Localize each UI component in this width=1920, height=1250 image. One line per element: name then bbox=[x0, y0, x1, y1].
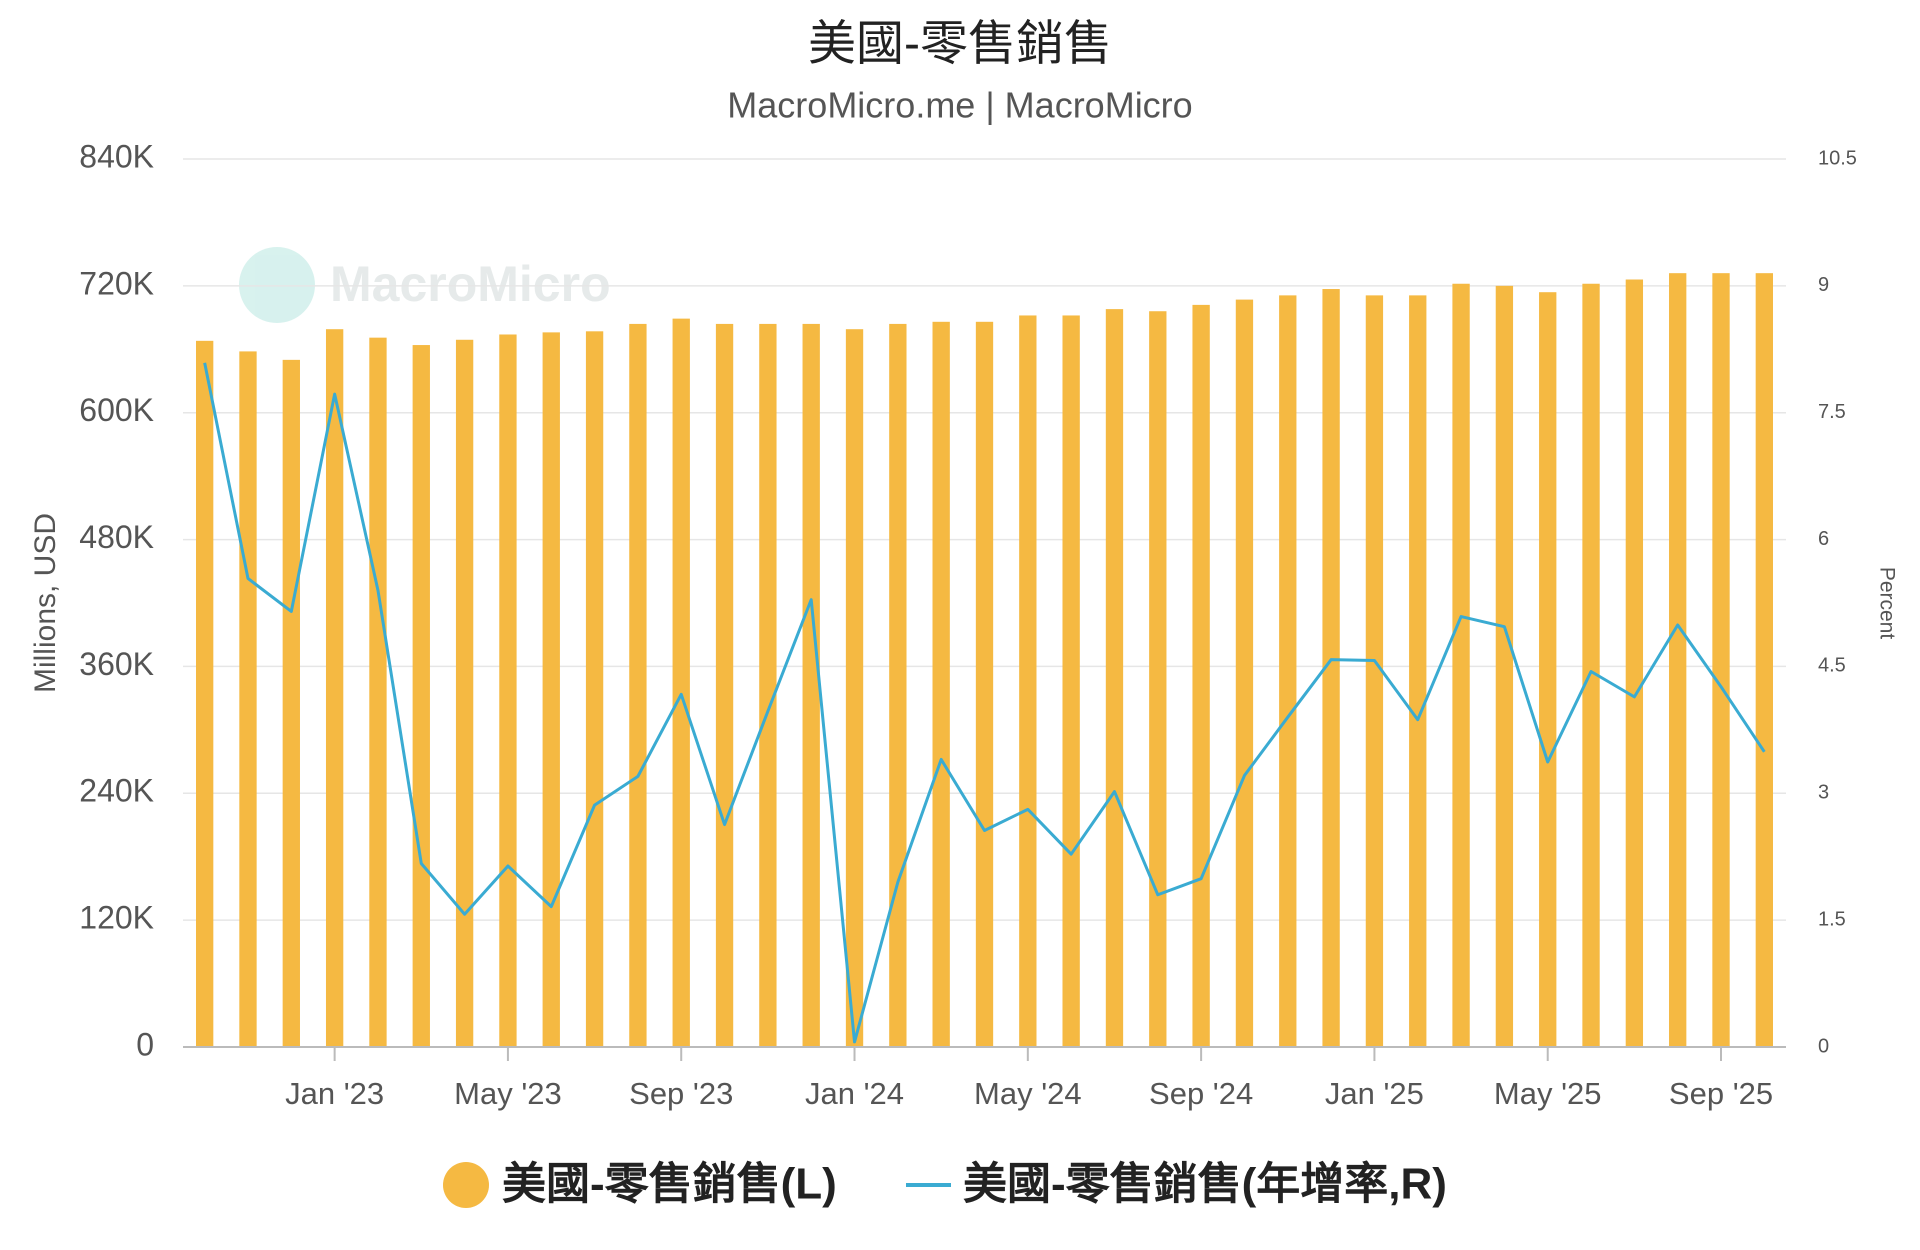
chart-title: 美國-零售銷售 bbox=[808, 18, 1112, 71]
bar bbox=[975, 321, 994, 1047]
bar bbox=[499, 334, 517, 1047]
bar bbox=[802, 323, 820, 1047]
bar bbox=[585, 331, 604, 1047]
bar bbox=[715, 323, 734, 1047]
y2-tick-label: 0 bbox=[1818, 1035, 1829, 1057]
chart-subtitle: MacroMicro.me | MacroMicro bbox=[727, 85, 1192, 126]
bar bbox=[1539, 292, 1557, 1047]
y-tick-label: 600K bbox=[79, 392, 154, 428]
bar bbox=[1409, 295, 1427, 1047]
bar bbox=[542, 332, 560, 1047]
x-tick-label: Jan '24 bbox=[805, 1076, 904, 1111]
bar bbox=[1452, 283, 1470, 1047]
x-tick-label: Sep '25 bbox=[1669, 1076, 1773, 1111]
y-tick-label: 120K bbox=[79, 900, 154, 936]
x-tick-label: Jan '25 bbox=[1325, 1076, 1424, 1111]
bar bbox=[1322, 289, 1340, 1047]
bar bbox=[889, 323, 907, 1047]
x-tick-label: May '23 bbox=[454, 1076, 562, 1111]
y-tick-label: 240K bbox=[79, 773, 154, 809]
bar bbox=[1582, 283, 1600, 1047]
bar bbox=[1712, 273, 1730, 1048]
bar bbox=[629, 323, 647, 1047]
legend-marker bbox=[443, 1162, 489, 1208]
x-tick-label: Jan '23 bbox=[285, 1076, 384, 1111]
y2-tick-label: 9 bbox=[1818, 274, 1829, 296]
bar bbox=[1279, 295, 1297, 1047]
legend-label[interactable]: 美國-零售銷售(L) bbox=[502, 1160, 837, 1209]
bar bbox=[455, 339, 474, 1047]
bar bbox=[1105, 309, 1124, 1048]
bar bbox=[325, 329, 344, 1047]
bar bbox=[195, 340, 214, 1047]
watermark-text: MacroMicro bbox=[330, 256, 611, 312]
bar bbox=[1149, 311, 1167, 1047]
bar bbox=[1495, 285, 1514, 1047]
bar bbox=[845, 329, 864, 1047]
y-tick-label: 360K bbox=[79, 646, 154, 682]
y-tick-label: 840K bbox=[79, 138, 154, 174]
bar bbox=[282, 359, 300, 1047]
bar bbox=[759, 323, 777, 1047]
x-tick-label: Sep '23 bbox=[629, 1076, 733, 1111]
y-tick-label: 0 bbox=[136, 1026, 154, 1062]
y2-tick-label: 7.5 bbox=[1818, 401, 1846, 423]
x-tick-label: May '24 bbox=[974, 1076, 1082, 1111]
bar bbox=[369, 337, 387, 1048]
bar bbox=[1669, 273, 1687, 1048]
y2-axis-title: Percent bbox=[1875, 567, 1898, 640]
y-tick-label: 480K bbox=[79, 519, 154, 555]
y2-tick-label: 6 bbox=[1818, 528, 1829, 550]
line bbox=[203, 362, 1766, 1044]
watermark: MacroMicro bbox=[239, 247, 611, 323]
bar bbox=[932, 321, 950, 1047]
bar bbox=[239, 351, 257, 1047]
bar bbox=[1625, 279, 1644, 1047]
bar bbox=[1062, 315, 1080, 1047]
bar bbox=[672, 318, 690, 1048]
y2-tick-label: 3 bbox=[1818, 782, 1829, 804]
bar bbox=[1192, 304, 1210, 1047]
y-tick-label: 720K bbox=[79, 265, 154, 301]
bar bbox=[1755, 273, 1774, 1048]
y2-tick-label: 10.5 bbox=[1818, 147, 1857, 169]
x-tick-label: Sep '24 bbox=[1149, 1076, 1253, 1111]
legend-label[interactable]: 美國-零售銷售(年增率,R) bbox=[963, 1160, 1447, 1209]
watermark-icon bbox=[239, 247, 315, 323]
x-tick-label: May '25 bbox=[1494, 1076, 1602, 1111]
y2-tick-label: 1.5 bbox=[1818, 908, 1846, 930]
bar bbox=[1019, 315, 1037, 1047]
y2-tick-label: 4.5 bbox=[1818, 655, 1846, 677]
bar bbox=[1235, 299, 1254, 1048]
y-axis-title: Millions, USD bbox=[29, 513, 62, 693]
bar bbox=[412, 345, 430, 1047]
bar bbox=[1365, 295, 1384, 1047]
